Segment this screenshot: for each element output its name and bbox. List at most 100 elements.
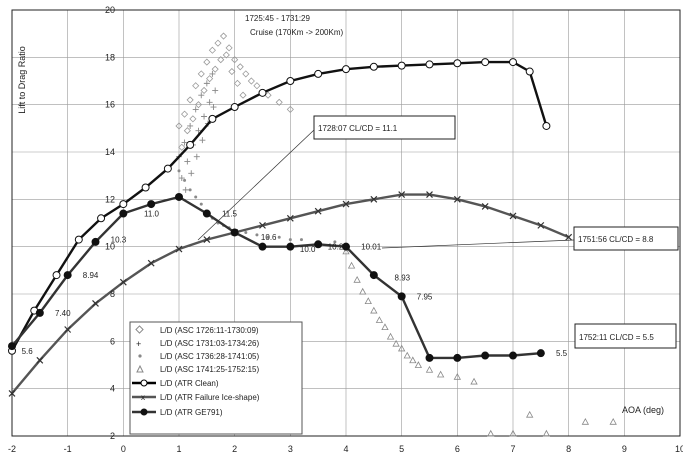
y-tick-label-1: 4 [110,384,115,394]
point-label-0: 5.6 [22,347,34,356]
scatter-point-0-14 [253,82,261,90]
scatter-point-0-28 [233,79,242,87]
x-tick-label-8: 6 [455,444,460,454]
series-marker-0-12 [286,77,295,85]
series-marker-1-6 [175,245,183,253]
point-label-3: 10.3 [111,236,127,245]
series-marker-1-15 [426,191,433,199]
scatter-point-3-21 [542,429,551,437]
annotation-box-2-leader [381,239,575,249]
scatter-point-3-0 [342,247,350,255]
scatter-point-3-5 [370,306,378,314]
scatter-point-0-29 [239,91,247,99]
legend-entry-asc-4: L/D (ASC 1741:25-1752:15) [136,364,260,374]
x-tick-label-5: 3 [288,444,293,454]
series-marker-1-17 [481,203,489,210]
scatter-point-3-10 [397,344,406,352]
scatter-point-0-3 [192,82,200,90]
annotation-box-3-frame [574,323,677,349]
y-tick-label-0: 2 [110,431,115,441]
x-tick-label-2: 0 [121,444,126,454]
series-marker-1-0 [8,389,16,397]
x-tick-label-4: 2 [232,444,237,454]
legend-label-asc-1: L/D (ASC 1726:11-1730:09) [160,326,259,335]
scatter-point-2-16 [299,238,303,242]
series-marker-2-16 [453,353,462,362]
series-marker-1-1 [36,356,44,364]
series-marker-0-15 [369,62,378,71]
x-tick-label-1: -1 [64,444,72,454]
series-marker-2-3 [91,237,100,246]
scatter-point-3-19 [509,429,517,437]
series-marker-1-11 [314,207,322,215]
scatter-point-3-4 [364,297,372,305]
x-axis-title: AOA (deg) [622,405,664,415]
scatter-point-0-1 [181,110,189,118]
series-marker-1-12 [342,200,350,208]
scatter-point-0-19 [183,127,191,135]
scatter-point-2-18 [333,240,337,244]
legend-label-asc-2: L/D (ASC 1731:03-1734:26) [160,339,260,348]
scatter-point-3-22 [581,417,590,425]
x-tick-label-6: 4 [343,444,348,454]
y-tick-label-5: 12 [105,194,115,204]
legend-marker-dot [138,354,142,358]
x-tick-label-11: 9 [622,444,627,454]
scatter-point-2-13 [266,235,270,239]
annotation-box-1-leader [197,129,315,241]
series-marker-1-18 [509,212,517,220]
point-label-5: 11.5 [222,210,238,219]
scatter-point-0-6 [208,46,216,54]
annotation-top-line2: Cruise (170Km -> 200Km) [250,28,343,37]
series-marker-2-11 [314,240,323,249]
y-tick-label-3: 8 [110,289,115,299]
scatter-point-1-13 [212,87,219,94]
scatter-point-1-14 [182,186,189,193]
series-marker-0-18 [453,59,462,68]
scatter-point-0-5 [203,58,211,66]
scatter-point-3-20 [526,410,534,418]
point-label-11: 7.95 [417,292,433,301]
scatter-point-1-4 [198,92,205,99]
scatter-point-1-1 [181,139,188,146]
scatter-point-1-2 [187,122,194,129]
series-marker-1-13 [370,195,378,203]
series-marker-2-5 [147,200,156,209]
annotation-box-1: 1728:07 CL/CD = 11.1 [197,115,456,241]
series-marker-1-19 [537,221,545,229]
scatter-point-1-19 [210,104,217,111]
series-marker-1-5 [147,259,155,267]
scatter-point-0-11 [236,63,244,71]
point-label-9: 10.01 [361,243,382,252]
legend-frame [129,321,303,435]
series-marker-0-2 [52,271,61,280]
annotation-box-2-frame [573,226,679,251]
series-marker-0-17 [425,60,434,69]
scatter-point-2-2 [188,188,192,192]
legend-entry-asc-1: L/D (ASC 1726:11-1730:09) [135,325,259,335]
annotation-box-2-text: 1751:56 CL/CD = 8.8 [578,235,654,244]
annotation-top-line1: 1725:45 - 1731:29 [245,14,310,23]
series-marker-0-21 [525,67,534,76]
scatter-point-3-11 [403,351,411,359]
scatter-point-3-16 [453,372,462,380]
point-label-1: 7.40 [55,309,71,318]
legend-marker-diamond [135,325,144,334]
point-labels: 5.6 7.40 8.94 10.3 11.0 11.5 10.6 10.0 10.2 10.01… [22,210,568,359]
legend-label-atr-clean: L/D (ATR Clean) [160,379,219,388]
y-tick-label-8: 18 [105,52,115,62]
flight-test-scatter-points [175,32,617,437]
scatter-point-3-1 [347,261,356,269]
series-marker-1-14 [398,191,406,199]
scatter-point-1-7 [178,175,185,182]
legend-marker-atr-failure: x [141,393,145,402]
series-marker-1-2 [64,326,72,333]
series-marker-2-17 [481,351,490,360]
series-marker-2-4 [119,209,128,218]
scatter-point-2-1 [183,178,187,182]
series-marker-0-9 [208,114,217,123]
series-marker-1-3 [92,300,99,307]
point-label-6: 10.6 [261,233,277,242]
